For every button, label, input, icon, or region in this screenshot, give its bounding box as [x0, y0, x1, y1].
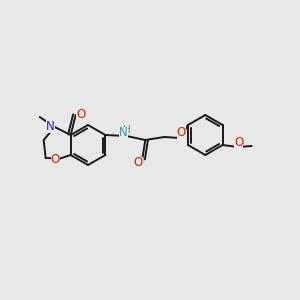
Text: N: N [119, 127, 128, 140]
Text: H: H [123, 125, 131, 135]
Text: O: O [177, 127, 186, 140]
Text: O: O [76, 107, 85, 121]
Text: N: N [46, 119, 55, 133]
Text: O: O [51, 153, 60, 166]
Text: O: O [134, 157, 143, 169]
Text: O: O [234, 136, 243, 148]
